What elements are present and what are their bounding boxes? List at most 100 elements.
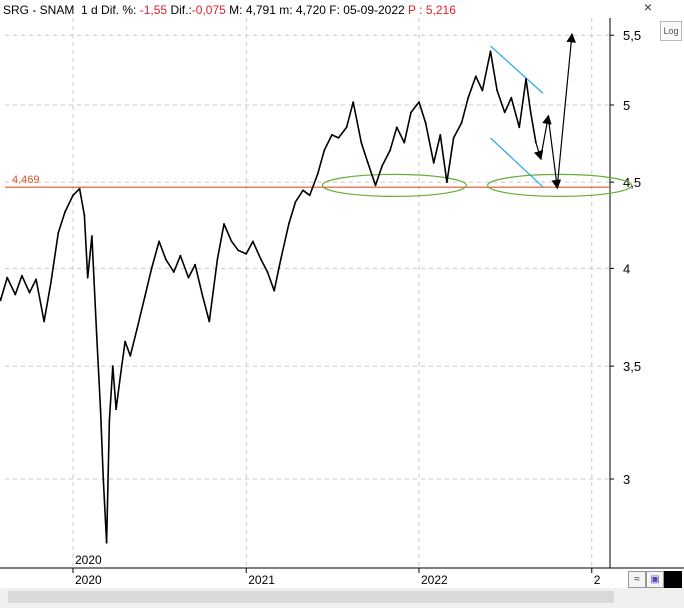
- price-point: [158, 240, 161, 243]
- price-point: [489, 50, 492, 53]
- price-point: [279, 258, 282, 261]
- price-point: [316, 173, 319, 175]
- price-point: [86, 276, 89, 279]
- support-line-label: 4,469: [12, 174, 40, 186]
- support-zone-ellipse: [321, 173, 467, 198]
- x-tick-label: 2020: [75, 573, 102, 587]
- price-point: [439, 134, 442, 136]
- projection-arrow: [556, 32, 576, 188]
- x-tick-label: 2021: [248, 573, 275, 587]
- price-point: [503, 111, 506, 114]
- price-point: [99, 408, 102, 411]
- price-point: [529, 111, 532, 114]
- price-point: [424, 121, 427, 124]
- max-value: 4,791: [245, 3, 276, 17]
- price-point: [111, 365, 114, 367]
- horizontal-scrollbar[interactable]: [8, 591, 614, 603]
- wave-toggle-icon[interactable]: ≈: [628, 571, 646, 588]
- price-point: [331, 134, 333, 136]
- price-point: [287, 223, 290, 225]
- price-point: [223, 223, 225, 225]
- max-label: M:: [229, 3, 243, 17]
- price-point: [345, 126, 348, 129]
- chart-header: SRG - SNAM 1 d Dif. %: -1,55 Dif.:-0,075…: [3, 3, 456, 17]
- price-point: [389, 149, 391, 152]
- save-icon[interactable]: ▣: [646, 571, 664, 588]
- price-point: [260, 258, 262, 261]
- price-point: [381, 165, 383, 167]
- price-point: [64, 211, 66, 213]
- price-point: [124, 340, 126, 343]
- price-point: [302, 189, 304, 192]
- date-value: 05-09-2022: [343, 3, 405, 17]
- price-point: [308, 194, 311, 197]
- price-point: [496, 89, 498, 92]
- price-point: [150, 267, 153, 270]
- close-icon[interactable]: ×: [643, 0, 653, 15]
- y-tick-label: 5,5: [623, 28, 641, 43]
- y-tick-label: 4: [623, 261, 630, 276]
- price-point: [294, 201, 297, 203]
- price-point: [179, 254, 182, 257]
- x-tick-label: 2: [594, 573, 601, 587]
- timeframe-label: 1 d: [81, 3, 98, 17]
- channel-lower-line: [490, 137, 544, 188]
- price-point: [187, 276, 190, 279]
- price-point: [129, 354, 132, 357]
- price-point: [194, 263, 197, 266]
- price-point: [6, 276, 9, 279]
- price-point: [57, 231, 60, 234]
- price-point: [105, 541, 108, 544]
- price-point: [360, 141, 363, 144]
- price-label: P :: [408, 3, 423, 17]
- price-point: [78, 187, 81, 190]
- price-point: [144, 295, 146, 298]
- price-point: [337, 137, 340, 139]
- price-point: [91, 235, 93, 238]
- price-point: [452, 137, 455, 139]
- price-point: [403, 141, 406, 144]
- y-tick-label: 3,5: [623, 359, 641, 374]
- price-point: [467, 96, 470, 99]
- y-tick-label: 4,5: [623, 175, 641, 190]
- date-label: F:: [329, 3, 340, 17]
- price-point: [367, 162, 369, 164]
- price-point: [21, 274, 23, 277]
- price-point: [395, 126, 398, 129]
- price-point: [49, 282, 52, 285]
- dif-pct-label: Dif. %:: [101, 3, 137, 17]
- support-zone-ellipse: [486, 173, 633, 198]
- price-point: [172, 271, 175, 273]
- channel-upper-line: [490, 45, 544, 94]
- price-point: [102, 478, 105, 480]
- log-scale-button[interactable]: Log: [660, 21, 682, 41]
- price-point: [474, 75, 477, 78]
- min-value: 4,720: [295, 3, 326, 17]
- y-tick-label: 5: [623, 98, 630, 113]
- price-point: [518, 126, 521, 129]
- price-series-line: [0, 50, 537, 544]
- price-point: [43, 320, 45, 323]
- y-tick-label: 3: [623, 472, 630, 487]
- price-point: [481, 89, 484, 92]
- price-point: [237, 249, 240, 252]
- price-point: [245, 253, 248, 255]
- price-point: [432, 162, 435, 164]
- price-point: [460, 121, 463, 124]
- price-point: [28, 291, 31, 294]
- color-swatch-icon[interactable]: [664, 571, 682, 588]
- projection-arrow: [540, 114, 552, 159]
- price-point: [14, 293, 17, 296]
- price-point: [83, 214, 86, 217]
- price-point: [266, 271, 269, 273]
- projection-arrow: [533, 142, 544, 161]
- price-point: [115, 408, 117, 411]
- price-point: [410, 111, 412, 114]
- price-point: [525, 78, 527, 80]
- price-point: [164, 258, 167, 261]
- price-point: [252, 240, 254, 243]
- price-point: [119, 375, 122, 378]
- price-point: [108, 419, 111, 422]
- price-point: [216, 258, 219, 261]
